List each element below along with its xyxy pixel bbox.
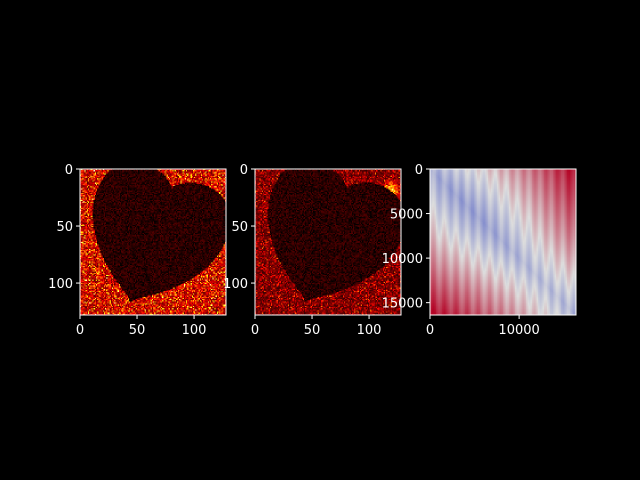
- x-tick-label: 10000: [498, 323, 539, 338]
- x-tick-label: 0: [76, 323, 84, 338]
- heatmap-image-3: [430, 169, 576, 315]
- x-tick-label: 0: [426, 323, 434, 338]
- panel-3: 0 10000 0 5000 10000 15000: [382, 163, 577, 338]
- y-tick-label: 100: [48, 277, 73, 292]
- y-tick-label: 100: [223, 277, 248, 292]
- x-tick-label: 0: [251, 323, 259, 338]
- y-tick-label: 50: [231, 220, 248, 235]
- x-tick-label: 50: [304, 323, 321, 338]
- heatmap-image-1: [80, 169, 226, 315]
- axes-frame-1: [79, 168, 227, 316]
- axes-frame-3: [429, 168, 577, 316]
- y-tick-label: 0: [240, 163, 248, 178]
- x-tick-label: 100: [357, 323, 382, 338]
- y-tick-label: 0: [65, 163, 73, 178]
- axes-frame-2: [254, 168, 402, 316]
- x-tick-label: 50: [129, 323, 146, 338]
- x-tick-label: 100: [182, 323, 207, 338]
- y-tick-label: 50: [56, 220, 73, 235]
- y-tick-label: 0: [415, 163, 423, 178]
- heatmap-image-2: [255, 169, 401, 315]
- y-tick-label: 5000: [390, 208, 423, 223]
- panel-1: 0 50 100 0 50 100: [48, 163, 227, 338]
- panel-2: 0 50 100 0 50 100: [223, 163, 402, 338]
- y-tick-label: 10000: [382, 252, 423, 267]
- y-tick-label: 15000: [382, 297, 423, 312]
